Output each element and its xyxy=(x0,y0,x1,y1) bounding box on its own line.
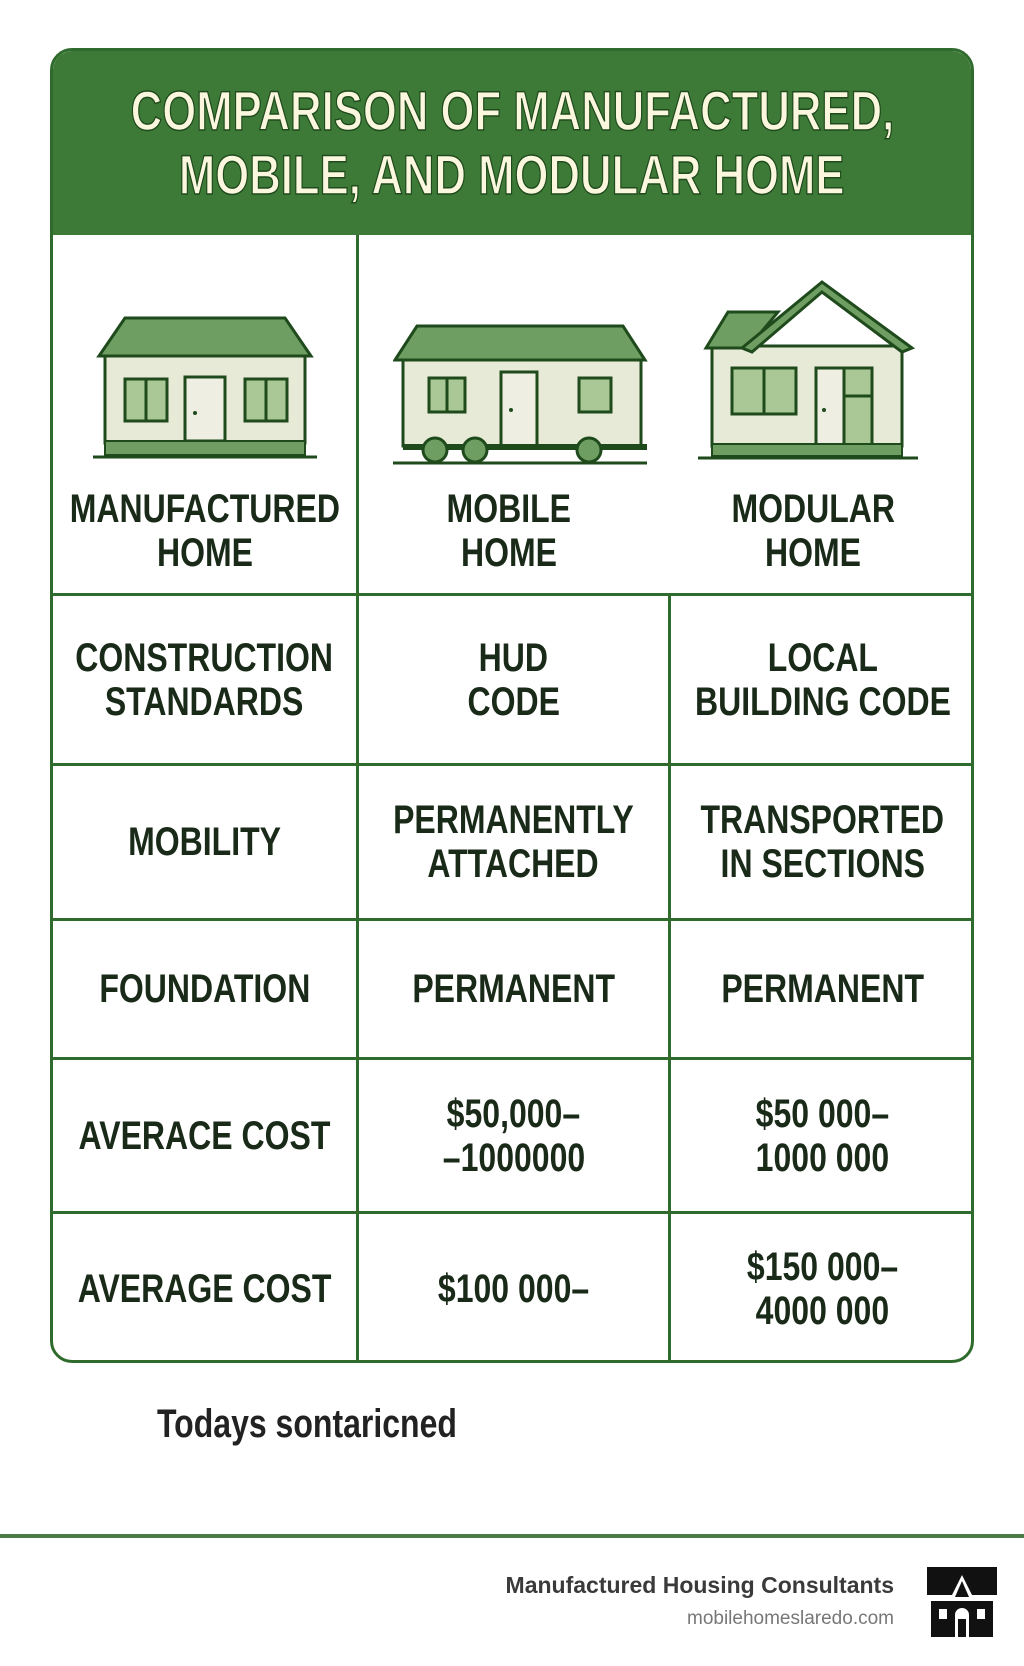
house-logo-icon xyxy=(927,1567,997,1637)
cell-text: AVERAGE COST xyxy=(77,1266,332,1311)
home-type-label: HOME xyxy=(765,531,861,575)
divider xyxy=(668,593,671,1360)
table-cell-col3: TRANSPORTED IN SECTIONS xyxy=(671,766,971,918)
website-link[interactable]: mobilehomeslaredo.com xyxy=(687,1608,894,1629)
brand-name: Manufactured Housing Consultants xyxy=(505,1572,894,1598)
mobile-home-icon xyxy=(393,324,648,465)
table-cell-label: AVERACE COST xyxy=(53,1060,356,1211)
home-type-label: HOME xyxy=(461,531,557,575)
table-cell-col3: $50 000– 1000 000 xyxy=(671,1060,971,1211)
table-cell-col2: $50,000– –1000000 xyxy=(359,1060,668,1211)
cell-text: MOBILITY xyxy=(128,820,281,864)
table-cell-col2: $100 000– xyxy=(359,1214,668,1360)
divider xyxy=(356,235,359,1360)
home-type-modular: MODULAR HOME xyxy=(663,481,963,581)
table-cell-col3: $150 000– 4000 000 xyxy=(671,1214,971,1360)
table-cell-col3: LOCAL BUILDING CODE xyxy=(671,596,971,763)
home-type-label: HOME xyxy=(156,531,253,575)
cell-text: TRANSPORTED xyxy=(700,798,945,842)
home-type-label: MODULAR xyxy=(731,487,895,531)
cell-text: FOUNDATION xyxy=(99,967,310,1011)
footer-divider xyxy=(0,1534,1024,1538)
home-type-manufactured: MANUFACTURED HOME xyxy=(53,481,356,581)
comparison-table: COMPARISON OF MANUFACTURED, MOBILE, AND … xyxy=(50,48,974,1363)
cell-text: HUD xyxy=(478,635,549,680)
divider xyxy=(53,763,971,766)
cell-text: PERMANENT xyxy=(721,967,924,1011)
divider xyxy=(53,1057,971,1060)
page-title-line2: MOBILE, AND MODULAR HOME xyxy=(179,142,846,207)
cell-text: $100 000– xyxy=(437,1266,590,1311)
cell-text: CONSTRUCTION xyxy=(75,635,334,680)
divider xyxy=(53,593,971,596)
cell-text: $50,000– xyxy=(446,1091,581,1136)
footnote: Todays sontaricned xyxy=(157,1402,457,1446)
home-type-label: MOBILE xyxy=(446,487,572,531)
table-header: COMPARISON OF MANUFACTURED, MOBILE, AND … xyxy=(53,51,971,235)
cell-text: PERMANENT xyxy=(412,967,615,1011)
table-cell-col2: PERMANENTLY ATTACHED xyxy=(359,766,668,918)
cell-text: $150 000– xyxy=(746,1244,899,1289)
table-cell-col2: HUD CODE xyxy=(359,596,668,763)
manufactured-house-icon xyxy=(93,316,317,459)
divider xyxy=(53,1211,971,1214)
table-cell-label: MOBILITY xyxy=(53,766,356,918)
table-cell-col2: PERMANENT xyxy=(359,921,668,1057)
cell-text: LOCAL xyxy=(767,635,878,680)
cell-text: –1000000 xyxy=(442,1135,585,1180)
page-title: COMPARISON OF MANUFACTURED, xyxy=(130,78,895,143)
home-type-label: MANUFACTURED xyxy=(69,487,340,531)
divider xyxy=(53,918,971,921)
home-type-mobile: MOBILE HOME xyxy=(359,481,659,581)
cell-text: BUILDING CODE xyxy=(694,679,951,724)
table-cell-label: AVERAGE COST xyxy=(53,1214,356,1360)
cell-text: PERMANENTLY xyxy=(393,798,634,842)
cell-text: STANDARDS xyxy=(105,679,304,724)
cell-text: 1000 000 xyxy=(755,1135,890,1180)
cell-text: CODE xyxy=(467,679,560,724)
cell-text: $50 000– xyxy=(755,1091,890,1136)
modular-house-icon xyxy=(698,280,918,460)
table-cell-label: FOUNDATION xyxy=(53,921,356,1057)
cell-text: 4000 000 xyxy=(755,1288,890,1333)
cell-text: ATTACHED xyxy=(427,842,600,886)
cell-text: IN SECTIONS xyxy=(720,842,925,886)
table-cell-col3: PERMANENT xyxy=(671,921,971,1057)
table-cell-label: CONSTRUCTION STANDARDS xyxy=(53,596,356,763)
cell-text: AVERACE COST xyxy=(78,1113,331,1158)
